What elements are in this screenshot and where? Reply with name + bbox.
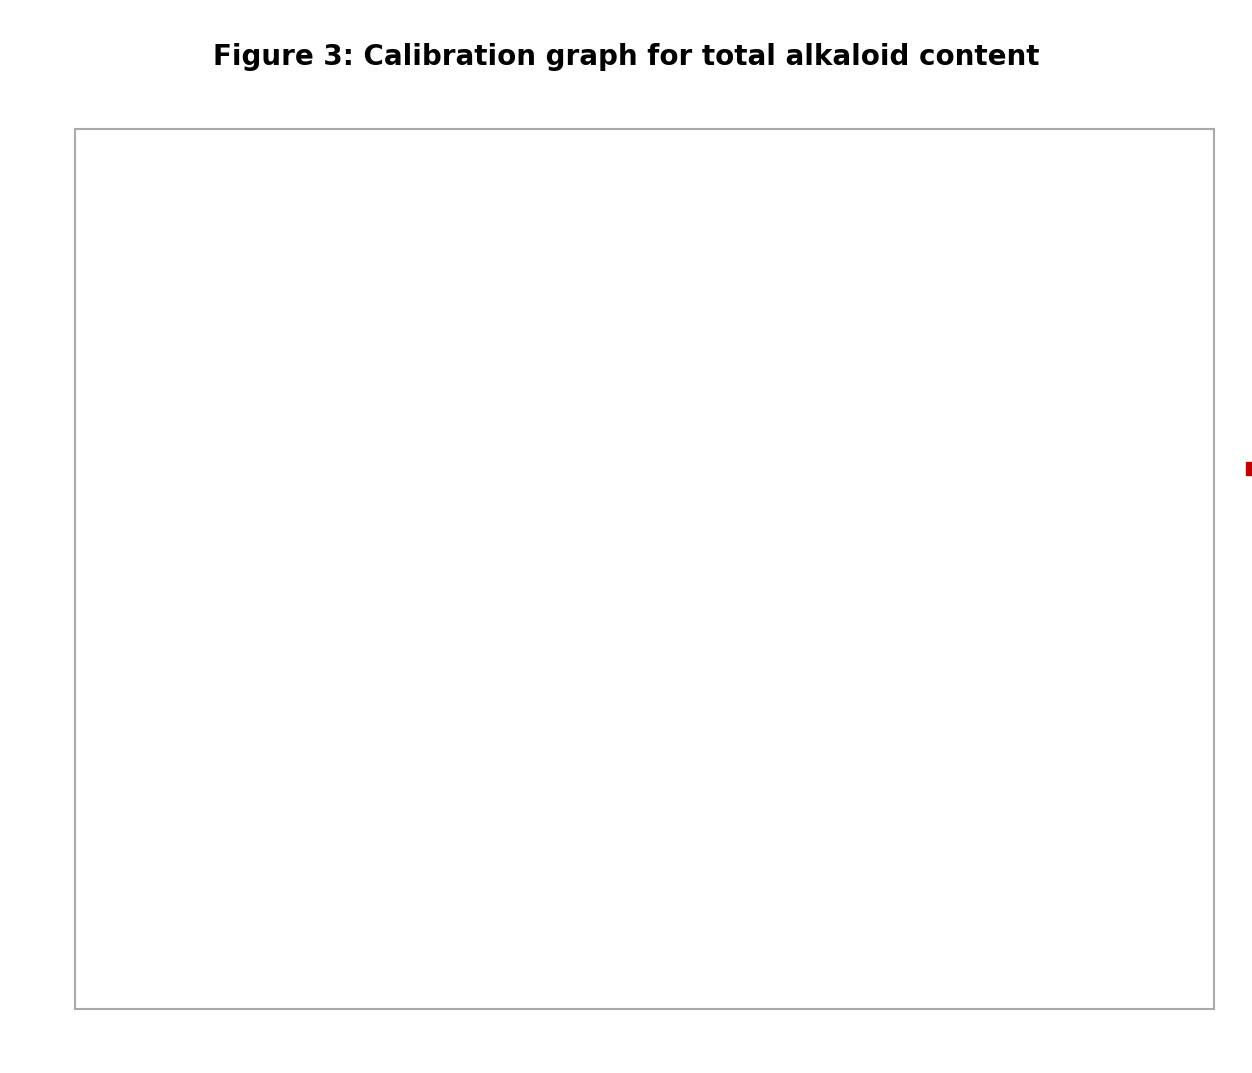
Text: Figure 3: Calibration graph for total alkaloid content: Figure 3: Calibration graph for total al… — [213, 43, 1039, 71]
Point — [244, 797, 264, 814]
Legend: Absorbance, Methanol extract, Ethyl acetate extract: Absorbance, Methanol extract, Ethyl acet… — [1239, 403, 1252, 536]
Point — [175, 495, 195, 512]
Point — [175, 680, 195, 697]
X-axis label: Concentration: Concentration — [443, 983, 571, 1001]
Point — [612, 274, 632, 291]
Point — [337, 680, 357, 697]
Text: y = 0.006x - 0.003
R² = 0.997: y = 0.006x - 0.003 R² = 0.997 — [403, 288, 571, 326]
Y-axis label: Absorbance: Absorbance — [98, 526, 115, 633]
Point — [153, 936, 173, 953]
Point — [428, 514, 448, 531]
Point — [520, 386, 540, 403]
Title: Total Alkaloid Content: Total Alkaloid Content — [377, 179, 637, 200]
